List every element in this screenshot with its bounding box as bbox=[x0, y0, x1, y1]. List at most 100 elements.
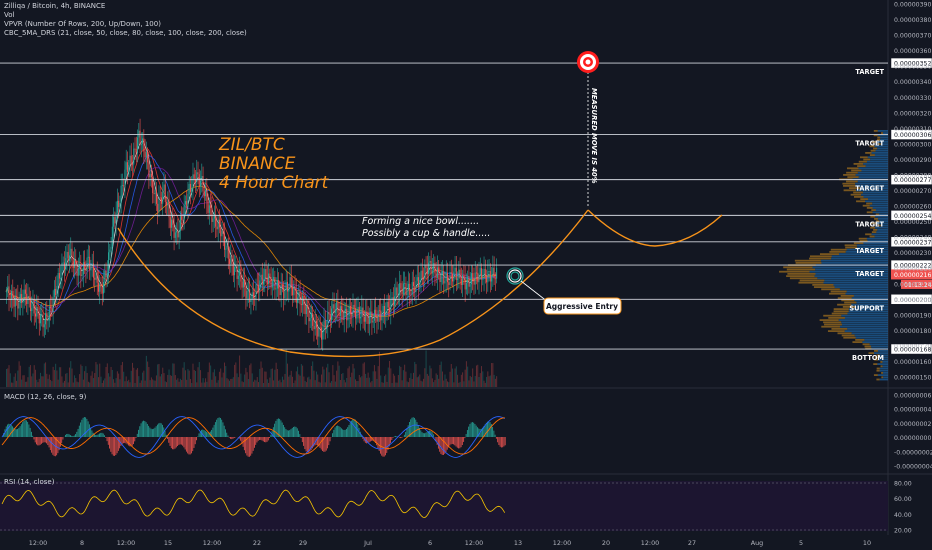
volume-bar bbox=[222, 372, 224, 387]
volume-bar bbox=[188, 370, 190, 387]
macd-histogram-bar bbox=[301, 437, 303, 443]
volume-bar bbox=[183, 362, 185, 387]
volume-bar bbox=[94, 373, 96, 387]
macd-histogram-bar bbox=[421, 432, 423, 437]
macd-histogram-bar bbox=[328, 437, 330, 446]
volume-bars bbox=[6, 348, 498, 387]
macd-histogram-bar bbox=[277, 418, 279, 437]
volume-bar bbox=[97, 377, 99, 387]
volume-bar bbox=[336, 370, 338, 387]
volume-bar bbox=[8, 365, 10, 387]
candle-body bbox=[358, 306, 360, 319]
macd-histogram-bar bbox=[503, 437, 505, 447]
volume-bar bbox=[391, 382, 393, 387]
volume-bar bbox=[145, 355, 147, 387]
macd-histogram-bar bbox=[144, 420, 146, 437]
candle-body bbox=[401, 288, 403, 295]
macd-histogram-bar bbox=[183, 437, 185, 448]
macd-histogram-bar bbox=[170, 437, 172, 449]
volume-bar bbox=[33, 365, 35, 387]
macd-histogram-bar bbox=[367, 437, 369, 444]
entry-circle bbox=[508, 269, 522, 283]
candle-body bbox=[263, 279, 265, 285]
volume-bar bbox=[457, 374, 459, 387]
macd-histogram-bar bbox=[500, 437, 502, 448]
macd-histogram-bar bbox=[480, 428, 482, 437]
vpvr-row-down bbox=[874, 235, 888, 238]
macd-histogram-bar bbox=[293, 426, 294, 437]
candle-body bbox=[203, 191, 205, 197]
macd-histogram-bar bbox=[110, 437, 112, 452]
vpvr-row-down bbox=[865, 165, 888, 167]
rsi-pane[interactable] bbox=[0, 481, 888, 531]
candle-body bbox=[135, 148, 137, 153]
macd-tick-label: 0.00000002 bbox=[894, 421, 931, 428]
vpvr-row-down bbox=[831, 255, 888, 258]
macd-histogram-bar bbox=[373, 437, 375, 442]
vpvr-row-up bbox=[855, 339, 865, 341]
volume-bar bbox=[412, 372, 414, 387]
vpvr-row-up bbox=[873, 229, 878, 231]
volume-bar bbox=[245, 367, 247, 387]
macd-histogram-bar bbox=[41, 437, 42, 444]
macd-histogram-bar bbox=[325, 437, 327, 451]
volume-bar bbox=[62, 382, 64, 387]
volume-bar bbox=[45, 362, 47, 387]
rsi-legend[interactable]: RSI (14, close) bbox=[4, 478, 55, 486]
indicator-ma[interactable]: CBC_5MA_DRS (21, close, 50, close, 80, c… bbox=[4, 29, 247, 37]
volume-bar bbox=[187, 369, 189, 387]
candle-body bbox=[108, 252, 110, 273]
candle-body bbox=[168, 202, 170, 218]
macd-histogram-bar bbox=[219, 417, 221, 437]
indicator-vpvr[interactable]: VPVR (Number Of Rows, 200, Up/Down, 100) bbox=[4, 20, 161, 28]
macd-histogram-bar bbox=[207, 432, 209, 437]
indicator-vol[interactable]: Vol bbox=[4, 11, 15, 19]
time-tick-label: 5 bbox=[799, 539, 803, 547]
volume-bar bbox=[186, 379, 188, 387]
vpvr-row-up bbox=[841, 334, 855, 337]
macd-histogram-bar bbox=[42, 437, 44, 443]
price-badge-text: 0.00000168 bbox=[894, 347, 931, 354]
macd-histogram-bar bbox=[490, 424, 492, 437]
candle-body bbox=[300, 304, 302, 306]
rsi-tick-label: 20.00 bbox=[894, 528, 912, 535]
macd-histogram-bar bbox=[269, 437, 271, 438]
price-badge-text: 0.00000352 bbox=[894, 61, 931, 68]
time-axis[interactable]: 12:00 8 12:00 15 12:00 22 29 Jul 6 12:00 13 12:00 20… bbox=[29, 539, 871, 547]
vpvr-row-down bbox=[879, 369, 888, 372]
volume-bar bbox=[184, 370, 186, 387]
macd-histogram-bar bbox=[473, 422, 475, 437]
vpvr-row-down bbox=[839, 325, 888, 328]
volume-bar bbox=[270, 368, 272, 387]
rsi-tick-label: 40.00 bbox=[894, 512, 912, 519]
price-axis[interactable]: 0.00000390 0.00000380 0.00000370 0.00000360… bbox=[894, 2, 932, 535]
vpvr-row-down bbox=[879, 213, 888, 216]
volume-bar bbox=[101, 382, 103, 387]
macd-histogram-bar bbox=[262, 437, 264, 442]
macd-histogram-bar bbox=[430, 430, 432, 437]
volume-bar bbox=[362, 363, 364, 387]
volume-bar bbox=[29, 365, 31, 387]
vpvr-row-down bbox=[875, 209, 888, 211]
macd-histogram-bar bbox=[145, 422, 147, 437]
candle-body bbox=[487, 271, 489, 283]
symbol-title[interactable]: Zilliqa / Bitcoin, 4h, BINANCE bbox=[4, 2, 106, 10]
macd-pane[interactable] bbox=[1, 416, 506, 458]
volume-bar bbox=[346, 377, 348, 387]
macd-histogram-bar bbox=[344, 429, 346, 437]
macd-histogram-bar bbox=[318, 437, 320, 447]
price-tick-label: 0.00000390 bbox=[894, 2, 931, 9]
candle-body bbox=[29, 297, 31, 312]
vpvr-row-up bbox=[830, 248, 847, 251]
volume-bar bbox=[48, 374, 50, 387]
volume-bar bbox=[405, 371, 407, 387]
volume-bar bbox=[142, 372, 144, 387]
vpvr-row-down bbox=[866, 237, 888, 240]
volume-bar bbox=[431, 378, 433, 387]
macd-legend[interactable]: MACD (12, 26, close, 9) bbox=[4, 393, 87, 401]
volume-bar bbox=[17, 370, 19, 387]
candle-body bbox=[310, 313, 312, 318]
volume-bar bbox=[22, 375, 24, 387]
